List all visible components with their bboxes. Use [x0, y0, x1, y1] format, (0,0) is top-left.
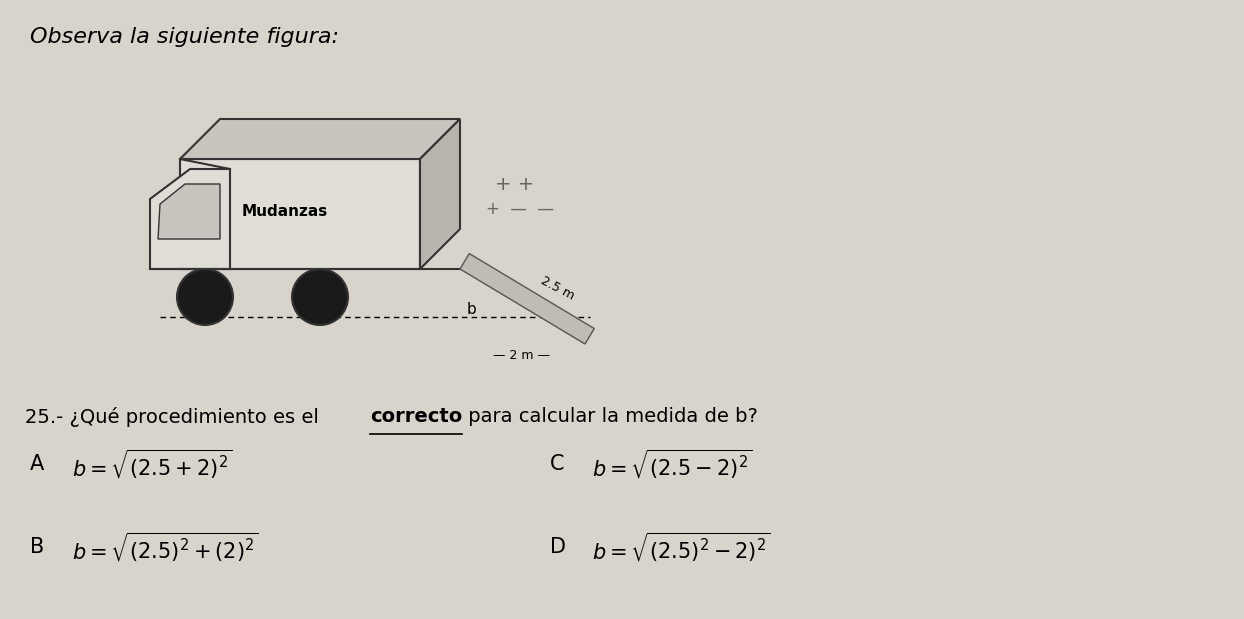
Polygon shape: [158, 184, 220, 239]
Text: b: b: [468, 301, 476, 316]
Polygon shape: [180, 159, 420, 269]
Text: 25.- ¿Qué procedimiento es el: 25.- ¿Qué procedimiento es el: [25, 407, 325, 427]
Text: para calcular la medida de b?: para calcular la medida de b?: [462, 407, 758, 426]
Text: $b = \sqrt{(2.5)^2-2)^2}$: $b = \sqrt{(2.5)^2-2)^2}$: [592, 530, 771, 564]
Text: Mudanzas: Mudanzas: [241, 204, 328, 219]
Circle shape: [292, 269, 348, 325]
Text: C: C: [550, 454, 565, 474]
Text: — 2 m —: — 2 m —: [494, 349, 551, 362]
Text: Observa la siguiente figura:: Observa la siguiente figura:: [30, 27, 340, 47]
Polygon shape: [151, 169, 230, 269]
Text: D: D: [550, 537, 566, 557]
Text: + +: + +: [495, 175, 535, 194]
Text: $b = \sqrt{(2.5+2)^2}$: $b = \sqrt{(2.5+2)^2}$: [72, 447, 233, 481]
Text: 2.5 m: 2.5 m: [539, 274, 576, 303]
Text: $b = \sqrt{(2.5)^2+(2)^2}$: $b = \sqrt{(2.5)^2+(2)^2}$: [72, 530, 259, 564]
Text: $b = \sqrt{(2.5-2)^2}$: $b = \sqrt{(2.5-2)^2}$: [592, 447, 753, 481]
Polygon shape: [420, 119, 460, 269]
Text: +  —  —: + — —: [486, 200, 554, 218]
Text: correcto: correcto: [369, 407, 463, 426]
Text: A: A: [30, 454, 45, 474]
Text: B: B: [30, 537, 45, 557]
Polygon shape: [460, 254, 595, 344]
Polygon shape: [180, 119, 460, 159]
Circle shape: [177, 269, 233, 325]
